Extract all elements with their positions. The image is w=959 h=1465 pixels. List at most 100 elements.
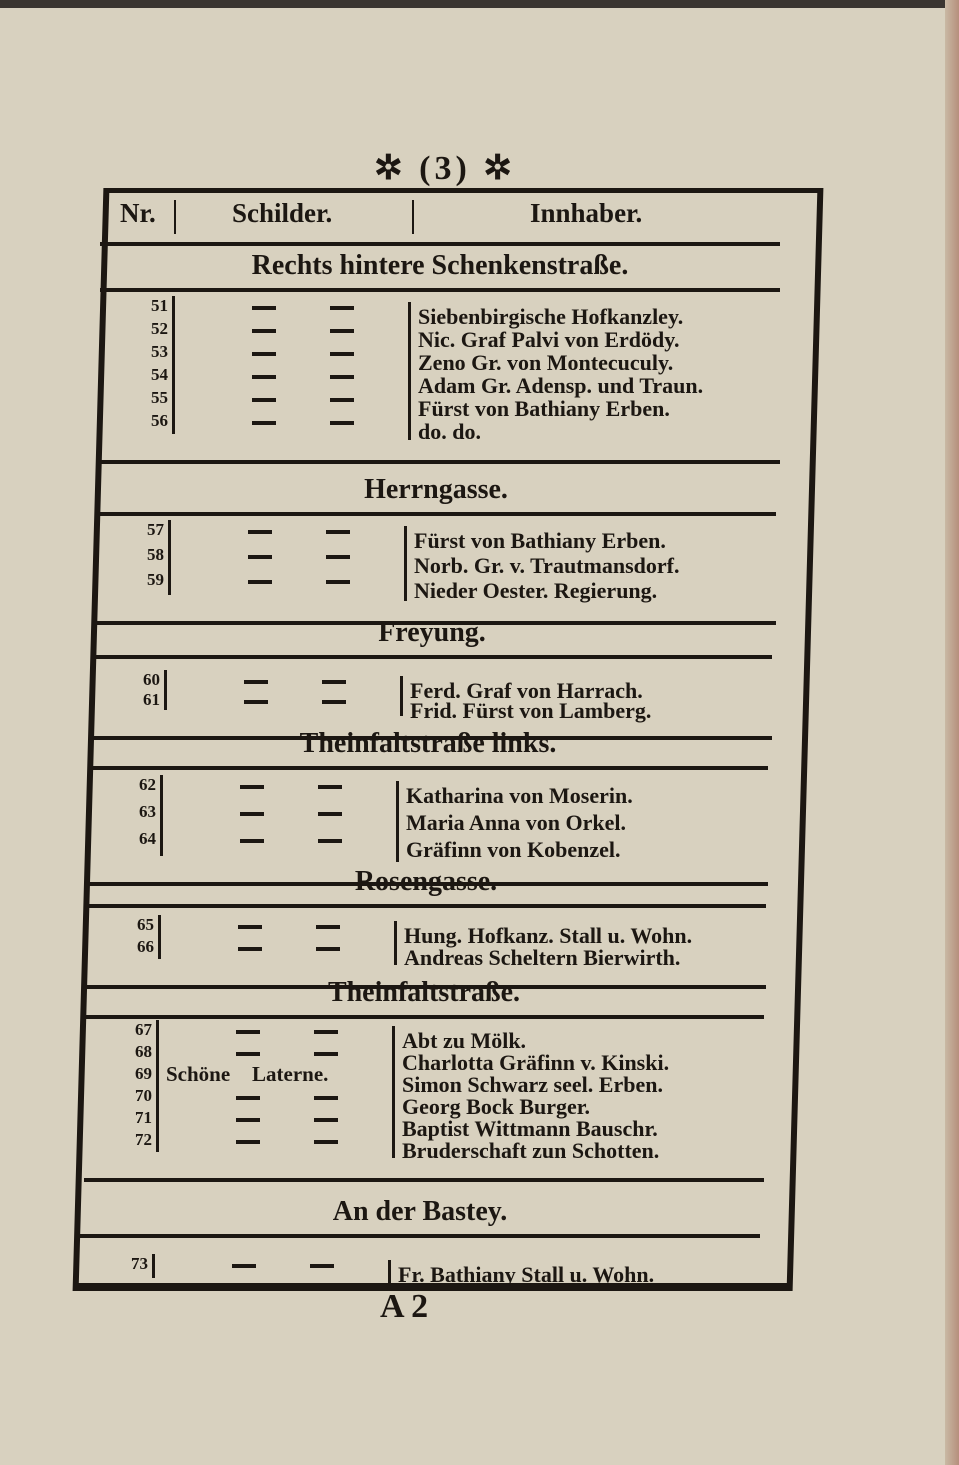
row-number: 64 bbox=[139, 829, 156, 848]
holder-name: Gräfinn von Kobenzel. bbox=[406, 837, 621, 862]
sign-name: Schöne bbox=[166, 1062, 231, 1086]
sign-dash bbox=[316, 947, 340, 951]
holder-name: Siebenbirgische Hofkanzley. bbox=[418, 304, 684, 329]
sign-dash bbox=[244, 700, 268, 704]
signature-mark: A 2 bbox=[380, 1288, 429, 1325]
holder-name: Adam Gr. Adensp. und Traun. bbox=[418, 373, 704, 398]
sign-name: Laterne. bbox=[252, 1062, 329, 1086]
row-number: 61 bbox=[143, 690, 160, 709]
holder-divider bbox=[400, 676, 403, 716]
sign-dash bbox=[316, 925, 340, 929]
sign-dash bbox=[252, 375, 276, 379]
column-header-nr: Nr. bbox=[120, 198, 156, 228]
section-heading: Freyung. bbox=[378, 617, 486, 648]
section-rule bbox=[96, 512, 776, 516]
section-end-rule bbox=[88, 882, 768, 886]
sign-dash bbox=[238, 947, 262, 951]
sign-dash bbox=[236, 1052, 260, 1056]
sign-dash bbox=[236, 1030, 260, 1034]
sign-dash bbox=[322, 700, 346, 704]
sign-dash bbox=[236, 1140, 260, 1144]
sign-dash bbox=[318, 839, 342, 843]
section-heading: Theinfaltstraße links. bbox=[299, 728, 557, 759]
row-number: 62 bbox=[139, 775, 156, 794]
row-number: 63 bbox=[139, 802, 156, 821]
holder-name: Nic. Graf Palvi von Erdödy. bbox=[418, 327, 680, 352]
section-heading: Rechts hintere Schenkenstraße. bbox=[251, 250, 629, 281]
holder-name: Andreas Scheltern Bierwirth. bbox=[404, 945, 681, 970]
number-divider bbox=[156, 1020, 159, 1152]
sign-dash bbox=[252, 329, 276, 333]
sign-dash bbox=[314, 1096, 338, 1100]
section-heading: An der Bastey. bbox=[332, 1196, 508, 1227]
holder-divider bbox=[392, 1026, 395, 1158]
sign-dash bbox=[252, 421, 276, 425]
row-number: 59 bbox=[147, 570, 164, 589]
section-rule bbox=[88, 766, 768, 770]
row-number: 53 bbox=[151, 342, 168, 361]
row-number: 70 bbox=[135, 1086, 152, 1105]
sign-dash bbox=[330, 421, 354, 425]
sign-dash bbox=[330, 329, 354, 333]
number-divider bbox=[168, 520, 171, 595]
sign-dash bbox=[314, 1118, 338, 1122]
row-number: 68 bbox=[135, 1042, 152, 1061]
sign-dash bbox=[318, 785, 342, 789]
holder-name: Abt zu Mölk. bbox=[402, 1028, 527, 1053]
row-number: 67 bbox=[135, 1020, 152, 1039]
ornament-right-icon: ✲ bbox=[483, 150, 516, 187]
sign-dash bbox=[240, 812, 264, 816]
holder-divider bbox=[394, 921, 397, 965]
holder-name: Baptist Wittmann Bauschr. bbox=[402, 1116, 658, 1141]
sign-dash bbox=[310, 1264, 334, 1268]
sign-dash bbox=[240, 839, 264, 843]
sign-dash bbox=[252, 398, 276, 402]
holder-name: Fürst von Bathiany Erben. bbox=[414, 528, 666, 553]
holder-divider bbox=[388, 1260, 391, 1284]
row-number: 71 bbox=[135, 1108, 152, 1127]
section-rule bbox=[80, 1234, 760, 1238]
sign-dash bbox=[326, 555, 350, 559]
section-rule bbox=[86, 904, 766, 908]
row-number: 72 bbox=[135, 1130, 152, 1149]
page-number-line: ✲ (3) ✲ bbox=[310, 148, 580, 188]
row-number: 58 bbox=[147, 545, 164, 564]
sign-dash bbox=[248, 555, 272, 559]
section-heading: Herrngasse. bbox=[364, 474, 508, 505]
row-number: 52 bbox=[151, 319, 168, 338]
section-rule bbox=[84, 1015, 764, 1019]
sign-dash bbox=[314, 1140, 338, 1144]
sign-dash bbox=[248, 530, 272, 534]
page-right-edge bbox=[945, 0, 959, 1465]
ornament-left-icon: ✲ bbox=[374, 150, 407, 187]
holder-name: Nieder Oester. Regierung. bbox=[414, 578, 658, 603]
column-divider bbox=[412, 200, 414, 234]
page-number: (3) bbox=[419, 150, 471, 187]
sign-dash bbox=[322, 680, 346, 684]
sign-dash bbox=[236, 1118, 260, 1122]
holder-name: Fürst von Bathiany Erben. bbox=[418, 396, 670, 421]
sign-dash bbox=[252, 352, 276, 356]
section-rule bbox=[92, 655, 772, 659]
holder-name: Hung. Hofkanz. Stall u. Wohn. bbox=[404, 923, 693, 948]
sign-dash bbox=[244, 680, 268, 684]
column-header-innhaber: Innhaber. bbox=[530, 198, 643, 228]
sign-dash bbox=[330, 352, 354, 356]
row-number: 55 bbox=[151, 388, 168, 407]
row-number: 73 bbox=[131, 1254, 148, 1273]
page-top-edge bbox=[0, 0, 959, 8]
sign-dash bbox=[314, 1030, 338, 1034]
row-number: 65 bbox=[137, 915, 154, 934]
row-number: 60 bbox=[143, 670, 160, 689]
sign-dash bbox=[318, 812, 342, 816]
number-divider bbox=[152, 1254, 155, 1278]
header-rule bbox=[100, 242, 780, 246]
number-divider bbox=[160, 775, 163, 856]
row-number: 57 bbox=[147, 520, 164, 539]
number-divider bbox=[158, 915, 161, 959]
sign-dash bbox=[252, 306, 276, 310]
holder-divider bbox=[404, 526, 407, 601]
sign-dash bbox=[326, 530, 350, 534]
holder-name: Frid. Fürst von Lamberg. bbox=[410, 698, 652, 723]
sign-dash bbox=[326, 580, 350, 584]
